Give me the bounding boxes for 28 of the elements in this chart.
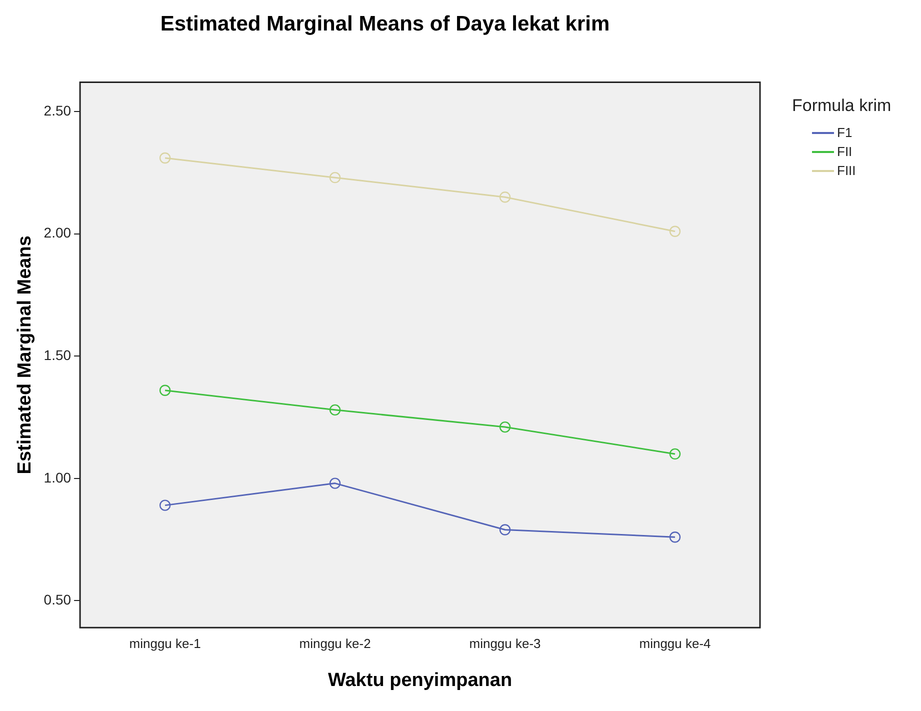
x-tick-label: minggu ke-4 bbox=[639, 636, 711, 651]
y-tick-label: 1.50 bbox=[44, 346, 72, 363]
point bbox=[159, 152, 171, 164]
point bbox=[159, 500, 171, 511]
point bbox=[499, 524, 511, 536]
legend-label: FIII bbox=[837, 163, 856, 178]
point bbox=[499, 421, 511, 433]
legend-title: Formula krim bbox=[792, 96, 892, 116]
y-axis-title: Estimated Marginal Means bbox=[14, 236, 36, 474]
point bbox=[329, 478, 341, 489]
chart-title: Estimated Marginal Means of Daya lekat krim bbox=[160, 12, 610, 36]
legend-label: FII bbox=[837, 144, 852, 159]
legend-label: F1 bbox=[837, 125, 852, 140]
point bbox=[329, 404, 341, 416]
point bbox=[329, 172, 341, 184]
y-tick-label: 2.50 bbox=[44, 102, 72, 118]
point bbox=[499, 192, 511, 203]
point bbox=[159, 384, 171, 396]
x-tick-label: minggu ke-3 bbox=[469, 636, 541, 651]
x-tick-label: minggu ke-2 bbox=[299, 636, 371, 651]
point bbox=[669, 448, 681, 460]
x-axis-title: Waktu penyimpanan bbox=[328, 670, 512, 691]
y-tick-label: 1.00 bbox=[44, 469, 72, 486]
point bbox=[669, 532, 681, 543]
y-tick-label: 0.50 bbox=[44, 592, 72, 608]
x-tick-label: minggu ke-1 bbox=[129, 636, 201, 651]
point bbox=[669, 226, 681, 237]
y-tick-label: 2.00 bbox=[44, 224, 72, 241]
